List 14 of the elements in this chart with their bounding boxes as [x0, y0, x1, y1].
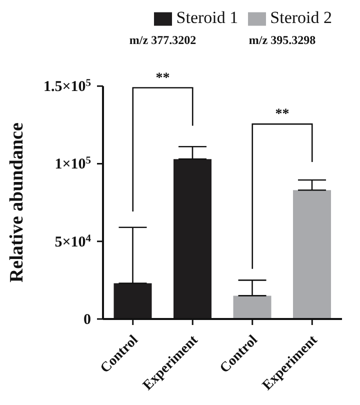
- y-axis-title: Relative abundance: [6, 122, 28, 283]
- text: m/z 377.3202: [129, 33, 196, 47]
- y-tick-label: 1.5×10$^{5}$: [43, 78, 91, 96]
- y-tick-label: 5×10$^{4}$: [54, 232, 92, 250]
- annotation: **: [275, 107, 290, 122]
- y-tick-label: 0: [84, 312, 91, 328]
- legend-label: Steroid 2: [270, 8, 332, 27]
- significance-bracket: **: [132, 70, 194, 212]
- bar: [233, 296, 272, 319]
- significance-bracket: **: [252, 107, 313, 269]
- legend-label: Steroid 1: [176, 8, 238, 27]
- bar: [114, 283, 152, 319]
- y-tick-label: 1×10$^{5}$: [54, 155, 91, 173]
- text: m/z 395.3298: [248, 33, 316, 47]
